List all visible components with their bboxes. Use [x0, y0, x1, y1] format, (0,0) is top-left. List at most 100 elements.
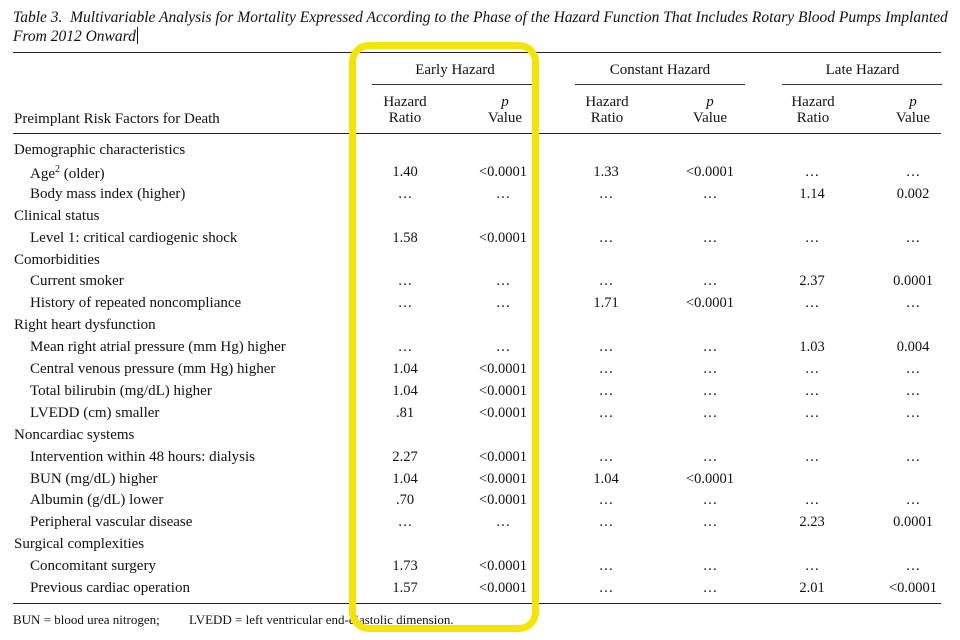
risk-factor-label: Albumin (g/dL) lower: [30, 492, 164, 509]
hazard-ratio-cell: 2.37: [799, 273, 825, 290]
table-row: Total bilirubin (mg/dL) higher 1.04 <0.000…: [0, 381, 960, 403]
hr-header-line1: Hazard: [383, 94, 427, 110]
p-value-cell: …: [702, 382, 718, 399]
hazard-ratio-cell: 1.71: [593, 295, 619, 312]
p-value-cell: …: [495, 339, 511, 356]
p-value-cell: …: [905, 558, 921, 575]
group-header-late: Late Hazard: [825, 62, 900, 78]
p-value-cell: …: [702, 514, 718, 531]
risk-factor-header: Preimplant Risk Factors for Death: [14, 111, 220, 127]
group-rule-constant: [575, 84, 745, 85]
p-value-cell: <0.0001: [478, 229, 528, 246]
hazard-ratio-cell: 1.04: [392, 382, 418, 399]
p-value-cell: <0.0001: [478, 580, 528, 596]
hazard-ratio-cell: …: [598, 361, 614, 377]
hazard-ratio-cell: …: [598, 580, 614, 596]
table-title-label: Table 3.: [13, 9, 63, 26]
footnote-lvedd: LVEDD = left ventricular end-diastolic d…: [188, 612, 454, 627]
risk-factor-label: BUN (mg/dL) higher: [30, 470, 158, 487]
risk-factor-label: History of repeated noncompliance: [30, 295, 242, 312]
hazard-ratio-cell: .81: [395, 404, 415, 421]
p-value-cell: …: [905, 163, 921, 180]
category-row: Noncardiac systems: [0, 425, 960, 447]
hazard-ratio-cell: …: [804, 404, 820, 421]
risk-factor-label: Level 1: critical cardiogenic shock: [30, 229, 238, 246]
p-value-cell: …: [905, 492, 921, 509]
p-header-line1: p: [706, 94, 714, 110]
hazard-ratio-cell: …: [598, 185, 614, 202]
header-rule: [13, 133, 941, 134]
p-value-cell: …: [905, 448, 921, 465]
hazard-ratio-cell: 1.04: [392, 470, 418, 487]
table-title-text: Multivariable Analysis for Mortality Exp…: [13, 9, 948, 45]
hazard-ratio-cell: …: [397, 185, 413, 202]
p-value-cell: <0.0001: [685, 470, 735, 487]
hazard-ratio-cell: …: [804, 382, 820, 399]
hazard-ratio-cell: …: [598, 229, 614, 246]
category-label: Noncardiac systems: [14, 426, 135, 443]
category-row: Surgical complexities: [0, 534, 960, 556]
table-row: Intervention within 48 hours: dialysis 2.…: [0, 447, 960, 469]
risk-factor-label: Previous cardiac operation: [30, 580, 190, 596]
p-value-cell: …: [495, 514, 511, 531]
risk-factor-label: Peripheral vascular disease: [30, 514, 193, 531]
category-label: Clinical status: [14, 207, 100, 224]
hazard-ratio-cell: …: [598, 492, 614, 509]
p-value-cell: …: [702, 185, 718, 202]
hr-header-line1: Hazard: [585, 94, 629, 110]
hazard-ratio-cell: …: [397, 295, 413, 312]
p-value-cell: <0.0001: [478, 470, 528, 487]
hazard-ratio-cell: …: [598, 273, 614, 290]
hazard-ratio-cell: …: [804, 448, 820, 465]
p-value-cell: …: [702, 558, 718, 575]
hr-header-late: Hazard Ratio: [778, 94, 848, 126]
risk-factor-label: Current smoker: [30, 273, 124, 290]
hazard-ratio-cell: …: [804, 229, 820, 246]
hr-header-constant: Hazard Ratio: [572, 94, 642, 126]
p-value-cell: <0.0001: [478, 558, 528, 575]
hazard-ratio-cell: .70: [395, 492, 415, 509]
p-value-cell: …: [702, 273, 718, 290]
hr-header-line2: Ratio: [796, 110, 830, 126]
p-header-line1: p: [501, 94, 509, 110]
table-row: Albumin (g/dL) lower .70 <0.0001…………: [0, 490, 960, 512]
hazard-ratio-cell: 1.40: [392, 163, 418, 180]
p-header-early: p Value: [470, 94, 540, 126]
hazard-ratio-cell: 2.23: [799, 514, 825, 531]
p-value-cell: …: [905, 382, 921, 399]
hazard-ratio-cell: 1.03: [799, 339, 825, 356]
text-cursor: [136, 27, 138, 44]
risk-factor-label: Age2 (older): [30, 163, 105, 182]
p-value-cell: …: [495, 273, 511, 290]
p-value-cell: <0.0001: [888, 580, 938, 596]
p-header-line1: p: [909, 94, 917, 110]
p-value-cell: …: [702, 580, 718, 596]
p-value-cell: <0.0001: [685, 295, 735, 312]
p-value-cell: …: [702, 229, 718, 246]
p-value-cell: 0.004: [896, 339, 930, 356]
group-rule-early: [372, 84, 537, 85]
hazard-ratio-cell: …: [804, 558, 820, 575]
table-row: LVEDD (cm) smaller .81 <0.0001…………: [0, 403, 960, 425]
p-value-cell: …: [702, 339, 718, 356]
category-label: Demographic characteristics: [14, 142, 186, 158]
p-value-cell: 0.002: [896, 185, 930, 202]
hr-header-line2: Ratio: [388, 110, 422, 126]
p-header-late: p Value: [878, 94, 948, 126]
table-row: Previous cardiac operation 1.57 <0.0001 … … 2…: [0, 578, 960, 600]
p-value-cell: …: [702, 404, 718, 421]
p-value-cell: <0.0001: [478, 448, 528, 465]
hazard-ratio-cell: …: [598, 448, 614, 465]
category-label: Comorbidities: [14, 251, 100, 268]
footnote: BUN = blood urea nitrogen; LVEDD = left …: [13, 612, 480, 628]
bottom-rule: [13, 603, 941, 604]
p-value-cell: <0.0001: [478, 361, 528, 377]
p-value-cell: <0.0001: [478, 382, 528, 399]
hazard-ratio-cell: …: [804, 361, 820, 377]
category-label: Right heart dysfunction: [14, 317, 156, 334]
hazard-ratio-cell: …: [598, 514, 614, 531]
hazard-ratio-cell: …: [397, 514, 413, 531]
hazard-ratio-cell: 1.04: [392, 361, 418, 377]
group-header-early: Early Hazard: [415, 62, 495, 78]
table-row: Central venous pressure (mm Hg) higher 1.…: [0, 359, 960, 381]
